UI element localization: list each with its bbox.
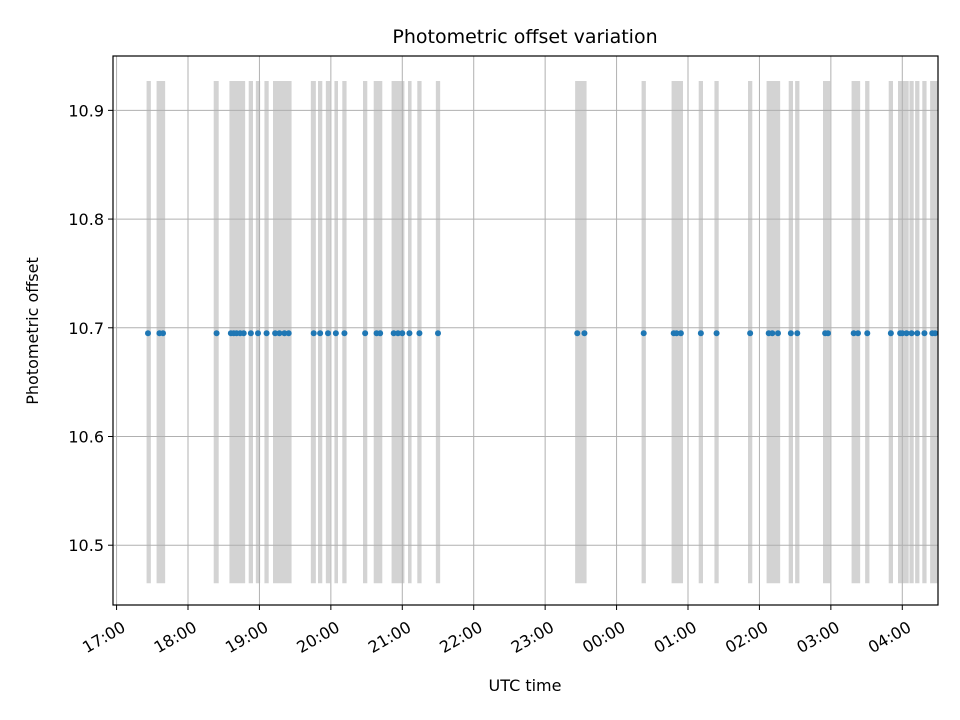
data-point-15	[285, 330, 292, 337]
data-point-48	[864, 330, 871, 337]
data-point-29	[435, 330, 441, 337]
data-point-43	[794, 330, 801, 337]
data-point-9	[247, 330, 254, 337]
data-point-23	[377, 330, 384, 337]
data-points	[145, 330, 939, 337]
data-point-51	[899, 330, 906, 337]
x-tick-label-6: 23:00	[508, 617, 557, 657]
data-point-12	[272, 330, 279, 337]
data-point-46	[850, 330, 857, 337]
y-tick-label-4: 10.9	[68, 101, 104, 120]
x-tick-label-4: 21:00	[365, 617, 414, 657]
data-point-16	[310, 330, 317, 337]
x-tick-label-11: 04:00	[865, 617, 914, 657]
data-point-34	[673, 330, 680, 337]
data-point-20	[341, 330, 348, 337]
x-tick-label-0: 17:00	[79, 617, 128, 657]
plot-frame	[112, 55, 939, 606]
y-tick-label-0: 10.5	[68, 536, 104, 555]
chart-title: Photometric offset variation	[392, 26, 657, 48]
data-point-38	[747, 330, 754, 337]
x-tick-label-8: 01:00	[651, 617, 700, 657]
data-point-45	[825, 330, 831, 337]
data-point-14	[281, 330, 288, 337]
data-point-53	[908, 330, 915, 337]
data-point-17	[317, 330, 324, 337]
x-tick-label-1: 18:00	[151, 617, 200, 657]
data-point-19	[332, 330, 339, 337]
data-point-21	[362, 330, 369, 337]
data-point-55	[921, 330, 928, 337]
data-point-31	[581, 330, 588, 337]
y-tick-label-3: 10.8	[68, 210, 104, 229]
data-point-8	[240, 330, 247, 337]
data-point-49	[887, 330, 894, 337]
data-point-24	[390, 330, 397, 337]
data-point-11	[263, 330, 270, 337]
data-point-54	[914, 330, 921, 337]
observation-span-19	[575, 81, 587, 584]
data-point-40	[769, 330, 776, 337]
data-point-52	[903, 330, 910, 337]
x-axis: 17:00 18:00 19:00 20:00 21:00 22:00 23:00 00:00…	[79, 605, 914, 657]
data-point-13	[276, 330, 283, 337]
data-point-27	[406, 330, 413, 337]
y-axis: 10.5 10.6 10.7 10.8 10.9	[68, 101, 113, 555]
data-point-41	[775, 330, 781, 337]
data-point-25	[395, 330, 401, 337]
x-tick-label-10: 03:00	[793, 617, 842, 657]
data-point-26	[399, 330, 406, 337]
y-tick-label-2: 10.7	[68, 319, 104, 338]
x-tick-label-5: 22:00	[436, 617, 485, 657]
data-point-30	[574, 330, 581, 337]
data-point-2	[160, 330, 166, 337]
y-tick-label-1: 10.6	[68, 427, 104, 446]
data-point-36	[697, 330, 704, 337]
data-point-18	[325, 330, 331, 337]
data-point-10	[255, 330, 261, 337]
x-axis-title: UTC time	[489, 676, 562, 695]
y-axis-title: Photometric offset	[23, 257, 42, 405]
data-point-47	[855, 330, 861, 337]
data-point-3	[213, 330, 220, 337]
data-point-32	[640, 330, 647, 337]
data-point-35	[677, 330, 684, 337]
grid	[113, 56, 938, 605]
data-point-57	[932, 330, 939, 337]
x-tick-label-2: 19:00	[222, 617, 271, 657]
data-point-37	[713, 330, 720, 337]
x-tick-label-9: 02:00	[722, 617, 771, 657]
x-tick-label-3: 20:00	[293, 617, 342, 657]
data-point-0	[145, 330, 151, 337]
data-point-42	[787, 330, 794, 337]
x-tick-label-7: 00:00	[579, 617, 628, 657]
data-point-28	[416, 330, 423, 337]
